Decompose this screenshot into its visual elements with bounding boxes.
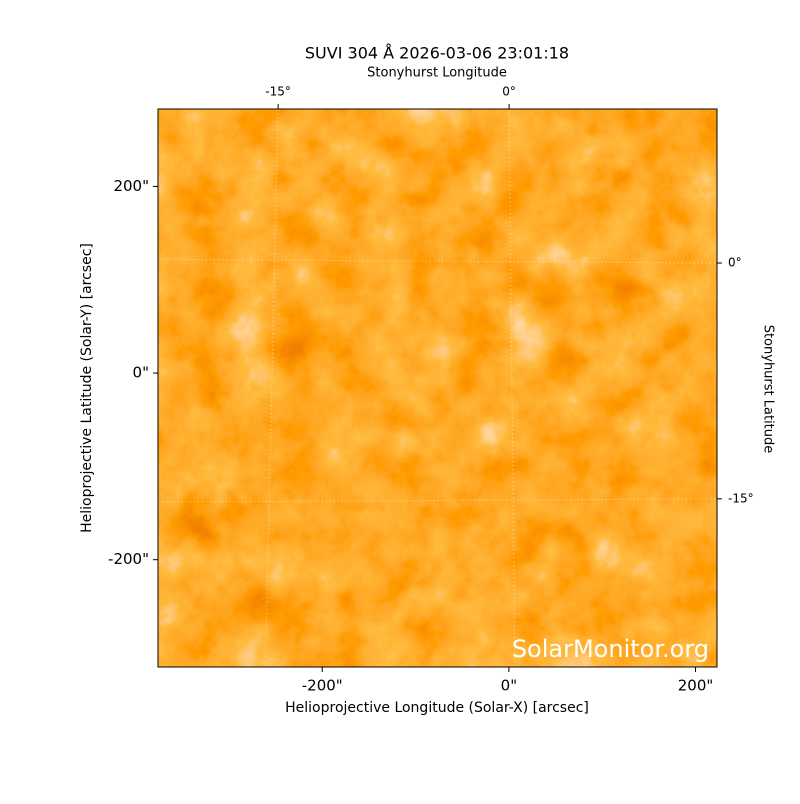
x2-tick-label: -15°: [265, 85, 291, 99]
y-tick-label: -200": [108, 550, 149, 568]
y2-tick-label: -15°: [728, 491, 754, 505]
x2-tick-label: 0°: [502, 85, 516, 99]
x-tick-label: 200": [678, 677, 714, 695]
plot-frame: [157, 108, 718, 668]
solar-image: [158, 109, 717, 667]
y-axis-label: Helioprojective Latitude (Solar-Y) [arcs…: [79, 243, 95, 533]
x-axis-label: Helioprojective Longitude (Solar-X) [arc…: [285, 700, 589, 716]
y-tick-label: 0": [133, 364, 149, 382]
chart-title: SUVI 304 Å 2026-03-06 23:01:18: [305, 44, 569, 63]
x-tick-label: -200": [302, 677, 343, 695]
x2-axis-label: Stonyhurst Longitude: [367, 66, 507, 81]
y2-tick-label: 0°: [728, 256, 742, 270]
x-tick-label: 0": [501, 677, 517, 695]
watermark: SolarMonitor.org: [512, 635, 709, 663]
y2-axis-label: Stonyhurst Latitude: [761, 325, 776, 454]
y-tick-label: 200": [113, 177, 149, 195]
